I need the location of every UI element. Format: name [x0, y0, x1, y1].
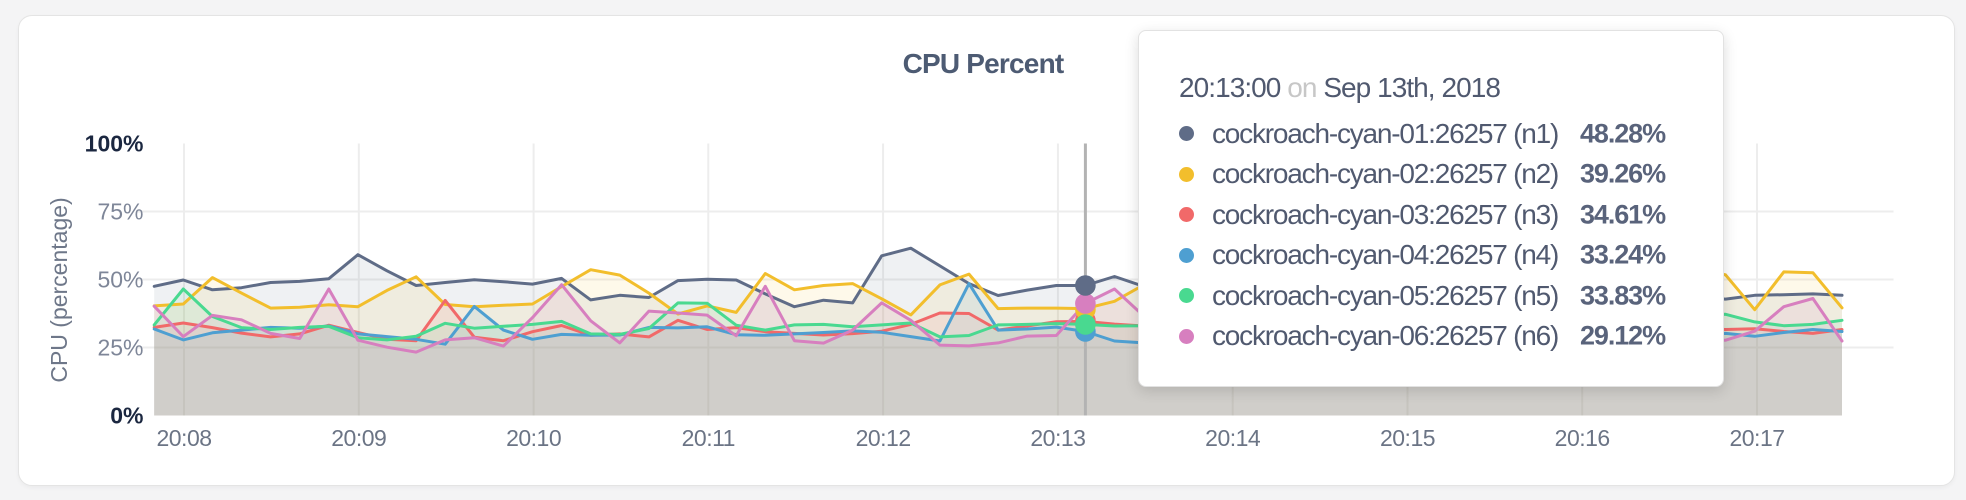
- svg-text:20:10: 20:10: [506, 425, 561, 451]
- svg-text:20:12: 20:12: [856, 425, 911, 451]
- svg-text:0%: 0%: [110, 403, 143, 429]
- svg-text:20:11: 20:11: [682, 425, 735, 451]
- svg-text:CPU (percentage): CPU (percentage): [46, 197, 72, 382]
- svg-text:20:15: 20:15: [1380, 425, 1435, 451]
- svg-text:75%: 75%: [97, 199, 143, 225]
- svg-text:20:14: 20:14: [1205, 425, 1261, 451]
- svg-text:50%: 50%: [97, 267, 143, 293]
- svg-text:20:16: 20:16: [1555, 425, 1610, 451]
- svg-text:25%: 25%: [97, 335, 143, 361]
- svg-text:20:17: 20:17: [1729, 425, 1784, 451]
- svg-text:20:13: 20:13: [1030, 425, 1085, 451]
- svg-text:20:08: 20:08: [156, 425, 211, 451]
- svg-text:100%: 100%: [85, 131, 144, 157]
- svg-text:20:09: 20:09: [331, 425, 386, 451]
